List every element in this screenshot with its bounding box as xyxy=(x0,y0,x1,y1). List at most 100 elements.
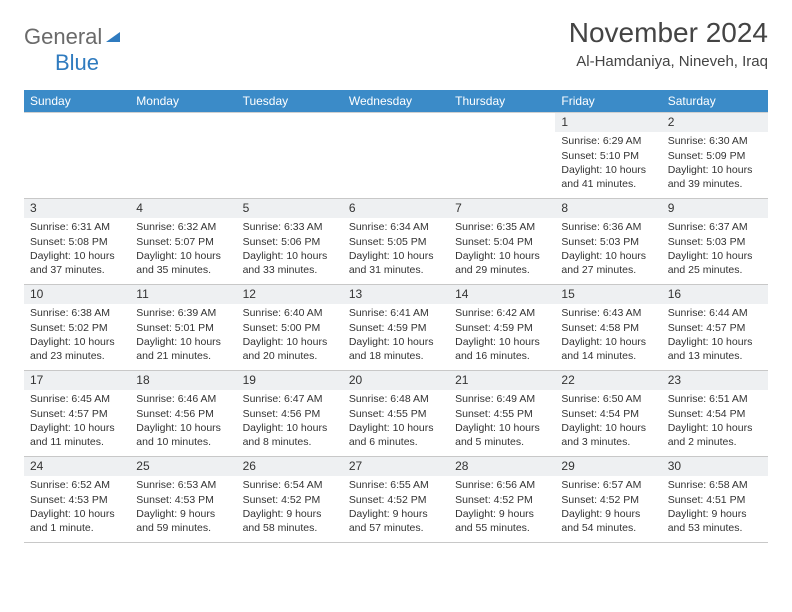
day-number: 22 xyxy=(555,371,661,391)
weekday-header: Sunday xyxy=(24,90,130,113)
weekday-header: Wednesday xyxy=(343,90,449,113)
day-detail-line: and 55 minutes. xyxy=(455,521,549,535)
day-detail-line: Daylight: 10 hours xyxy=(561,421,655,435)
day-detail-line: Daylight: 10 hours xyxy=(561,163,655,177)
day-detail-line: Sunrise: 6:56 AM xyxy=(455,478,549,492)
day-detail-line: Sunrise: 6:36 AM xyxy=(561,220,655,234)
calendar-day-cell: 24Sunrise: 6:52 AMSunset: 4:53 PMDayligh… xyxy=(24,456,130,542)
day-detail-line: Sunrise: 6:47 AM xyxy=(243,392,337,406)
day-detail-line: and 54 minutes. xyxy=(561,521,655,535)
day-detail-line: Daylight: 10 hours xyxy=(668,335,762,349)
day-details: Sunrise: 6:55 AMSunset: 4:52 PMDaylight:… xyxy=(343,476,449,539)
day-detail-line: Sunset: 5:03 PM xyxy=(561,235,655,249)
day-detail-line: Daylight: 10 hours xyxy=(243,249,337,263)
calendar-header-row: Sunday Monday Tuesday Wednesday Thursday… xyxy=(24,90,768,113)
day-detail-line: Sunset: 4:56 PM xyxy=(243,407,337,421)
day-details: Sunrise: 6:49 AMSunset: 4:55 PMDaylight:… xyxy=(449,390,555,453)
day-detail-line: Sunrise: 6:53 AM xyxy=(136,478,230,492)
brand-logo: General xyxy=(24,18,122,50)
calendar-day-cell: 11Sunrise: 6:39 AMSunset: 5:01 PMDayligh… xyxy=(130,284,236,370)
calendar-day-cell: 6Sunrise: 6:34 AMSunset: 5:05 PMDaylight… xyxy=(343,198,449,284)
day-detail-line: Sunrise: 6:44 AM xyxy=(668,306,762,320)
day-number: 5 xyxy=(237,199,343,219)
day-number: 28 xyxy=(449,457,555,477)
day-detail-line: Sunset: 4:54 PM xyxy=(668,407,762,421)
day-detail-line: Sunrise: 6:33 AM xyxy=(243,220,337,234)
calendar-day-cell: 3Sunrise: 6:31 AMSunset: 5:08 PMDaylight… xyxy=(24,198,130,284)
day-detail-line: Daylight: 9 hours xyxy=(561,507,655,521)
day-number: 1 xyxy=(555,113,661,133)
day-detail-line: Sunset: 5:07 PM xyxy=(136,235,230,249)
day-detail-line: and 33 minutes. xyxy=(243,263,337,277)
day-number: 14 xyxy=(449,285,555,305)
calendar-day-cell xyxy=(24,112,130,198)
day-detail-line: Sunrise: 6:58 AM xyxy=(668,478,762,492)
day-detail-line: Sunrise: 6:41 AM xyxy=(349,306,443,320)
calendar-day-cell: 12Sunrise: 6:40 AMSunset: 5:00 PMDayligh… xyxy=(237,284,343,370)
day-detail-line: Sunset: 5:09 PM xyxy=(668,149,762,163)
day-detail-line: Daylight: 10 hours xyxy=(30,507,124,521)
calendar-day-cell: 14Sunrise: 6:42 AMSunset: 4:59 PMDayligh… xyxy=(449,284,555,370)
day-detail-line: and 58 minutes. xyxy=(243,521,337,535)
day-detail-line: Daylight: 10 hours xyxy=(30,421,124,435)
calendar-day-cell: 23Sunrise: 6:51 AMSunset: 4:54 PMDayligh… xyxy=(662,370,768,456)
day-detail-line: Daylight: 10 hours xyxy=(243,421,337,435)
day-detail-line: Sunset: 5:10 PM xyxy=(561,149,655,163)
day-detail-line: Sunset: 4:57 PM xyxy=(30,407,124,421)
day-detail-line: Sunrise: 6:54 AM xyxy=(243,478,337,492)
day-detail-line: Daylight: 10 hours xyxy=(455,421,549,435)
day-detail-line: Daylight: 9 hours xyxy=(243,507,337,521)
day-details: Sunrise: 6:42 AMSunset: 4:59 PMDaylight:… xyxy=(449,304,555,367)
calendar-day-cell: 17Sunrise: 6:45 AMSunset: 4:57 PMDayligh… xyxy=(24,370,130,456)
title-block: November 2024 Al-Hamdaniya, Nineveh, Ira… xyxy=(569,18,768,70)
day-detail-line: Sunset: 4:52 PM xyxy=(561,493,655,507)
day-number: 7 xyxy=(449,199,555,219)
day-detail-line: Daylight: 10 hours xyxy=(561,249,655,263)
day-detail-line: Daylight: 9 hours xyxy=(455,507,549,521)
day-detail-line: Daylight: 10 hours xyxy=(455,335,549,349)
day-detail-line: Sunrise: 6:37 AM xyxy=(668,220,762,234)
calendar-day-cell: 28Sunrise: 6:56 AMSunset: 4:52 PMDayligh… xyxy=(449,456,555,542)
day-detail-line: Daylight: 10 hours xyxy=(136,421,230,435)
day-detail-line: and 18 minutes. xyxy=(349,349,443,363)
day-number: 23 xyxy=(662,371,768,391)
day-details: Sunrise: 6:41 AMSunset: 4:59 PMDaylight:… xyxy=(343,304,449,367)
day-detail-line: Sunset: 5:00 PM xyxy=(243,321,337,335)
day-detail-line: and 35 minutes. xyxy=(136,263,230,277)
day-number: 2 xyxy=(662,113,768,133)
day-detail-line: Sunrise: 6:39 AM xyxy=(136,306,230,320)
logo-triangle-icon xyxy=(104,30,122,49)
day-detail-line: and 8 minutes. xyxy=(243,435,337,449)
day-number: 10 xyxy=(24,285,130,305)
day-detail-line: Daylight: 10 hours xyxy=(349,421,443,435)
day-details: Sunrise: 6:53 AMSunset: 4:53 PMDaylight:… xyxy=(130,476,236,539)
day-number: 21 xyxy=(449,371,555,391)
calendar-week-row: 24Sunrise: 6:52 AMSunset: 4:53 PMDayligh… xyxy=(24,456,768,542)
day-detail-line: Sunset: 5:05 PM xyxy=(349,235,443,249)
calendar-table: Sunday Monday Tuesday Wednesday Thursday… xyxy=(24,90,768,543)
calendar-day-cell xyxy=(130,112,236,198)
day-detail-line: and 21 minutes. xyxy=(136,349,230,363)
day-details: Sunrise: 6:54 AMSunset: 4:52 PMDaylight:… xyxy=(237,476,343,539)
day-detail-line: Daylight: 10 hours xyxy=(668,163,762,177)
calendar-page: General November 2024 Al-Hamdaniya, Nine… xyxy=(0,0,792,555)
day-detail-line: Sunset: 4:52 PM xyxy=(455,493,549,507)
calendar-day-cell: 1Sunrise: 6:29 AMSunset: 5:10 PMDaylight… xyxy=(555,112,661,198)
day-detail-line: Daylight: 10 hours xyxy=(455,249,549,263)
calendar-day-cell: 13Sunrise: 6:41 AMSunset: 4:59 PMDayligh… xyxy=(343,284,449,370)
day-detail-line: Daylight: 9 hours xyxy=(349,507,443,521)
day-details: Sunrise: 6:40 AMSunset: 5:00 PMDaylight:… xyxy=(237,304,343,367)
day-detail-line: and 13 minutes. xyxy=(668,349,762,363)
day-number: 18 xyxy=(130,371,236,391)
day-detail-line: Sunset: 4:59 PM xyxy=(349,321,443,335)
location-subtitle: Al-Hamdaniya, Nineveh, Iraq xyxy=(569,53,768,70)
day-number: 24 xyxy=(24,457,130,477)
day-detail-line: and 11 minutes. xyxy=(30,435,124,449)
day-detail-line: Sunset: 4:58 PM xyxy=(561,321,655,335)
calendar-day-cell: 21Sunrise: 6:49 AMSunset: 4:55 PMDayligh… xyxy=(449,370,555,456)
day-details: Sunrise: 6:36 AMSunset: 5:03 PMDaylight:… xyxy=(555,218,661,281)
calendar-day-cell: 4Sunrise: 6:32 AMSunset: 5:07 PMDaylight… xyxy=(130,198,236,284)
day-details: Sunrise: 6:35 AMSunset: 5:04 PMDaylight:… xyxy=(449,218,555,281)
day-details: Sunrise: 6:46 AMSunset: 4:56 PMDaylight:… xyxy=(130,390,236,453)
day-detail-line: and 39 minutes. xyxy=(668,177,762,191)
